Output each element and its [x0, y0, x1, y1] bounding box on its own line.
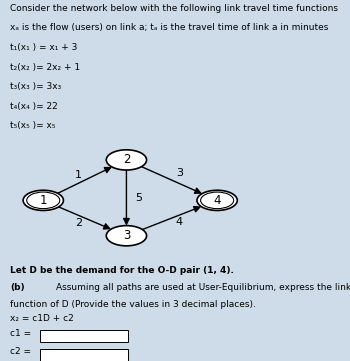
Circle shape: [201, 192, 234, 209]
Text: 2: 2: [122, 153, 130, 166]
Text: 1: 1: [75, 170, 82, 180]
FancyBboxPatch shape: [40, 330, 128, 342]
Text: 3: 3: [123, 229, 130, 242]
Text: Assuming all paths are used at User-Equilibrium, express the link flow x₂ as a: Assuming all paths are used at User-Equi…: [56, 283, 350, 292]
Text: Consider the network below with the following link travel time functions: Consider the network below with the foll…: [10, 4, 338, 13]
Text: 4: 4: [176, 217, 183, 227]
Text: t₃(x₃ )= 3x₃: t₃(x₃ )= 3x₃: [10, 82, 62, 91]
Text: (b): (b): [10, 283, 25, 292]
Text: c2 =: c2 =: [10, 347, 32, 356]
Circle shape: [197, 190, 237, 210]
Text: c1 =: c1 =: [10, 329, 32, 338]
Circle shape: [27, 192, 60, 209]
Text: 3: 3: [176, 168, 183, 178]
Text: t₁(x₁ ) = x₁ + 3: t₁(x₁ ) = x₁ + 3: [10, 43, 78, 52]
Text: xₐ is the flow (users) on link a; tₐ is the travel time of link a in minutes: xₐ is the flow (users) on link a; tₐ is …: [10, 23, 329, 32]
Text: t₂(x₂ )= 2x₂ + 1: t₂(x₂ )= 2x₂ + 1: [10, 63, 80, 72]
FancyBboxPatch shape: [40, 349, 128, 361]
Text: x₂ = c1D + c2: x₂ = c1D + c2: [10, 314, 74, 323]
Text: 2: 2: [75, 218, 82, 228]
Circle shape: [23, 190, 63, 210]
Text: t₅(x₅ )= x₅: t₅(x₅ )= x₅: [10, 121, 56, 130]
Text: 1: 1: [40, 194, 47, 207]
Circle shape: [106, 226, 147, 246]
Text: 5: 5: [135, 193, 142, 203]
Text: function of D (Provide the values in 3 decimal places).: function of D (Provide the values in 3 d…: [10, 300, 256, 309]
Text: Let D be the demand for the O-D pair (1, 4).: Let D be the demand for the O-D pair (1,…: [10, 266, 234, 275]
Text: t₄(x₄ )= 22: t₄(x₄ )= 22: [10, 102, 58, 111]
Text: 4: 4: [214, 194, 221, 207]
Circle shape: [106, 150, 147, 170]
